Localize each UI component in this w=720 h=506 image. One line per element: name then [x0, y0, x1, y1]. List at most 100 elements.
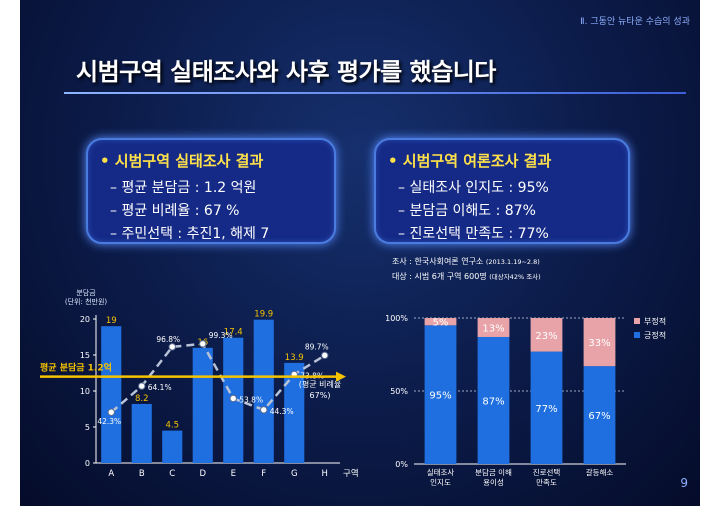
survey-period: (2013.1.19~2.8) — [485, 258, 540, 266]
bar-value-label: 13.9 — [285, 353, 304, 363]
y-axis-title: 분담금 — [76, 288, 96, 297]
ratio-line-label: 67%) — [310, 391, 331, 400]
opinion-poll-box: • 시범구역 여론조사 결과 – 실태조사 인지도 : 95% – 분담금 이해… — [374, 138, 630, 244]
negative-value-label: 33% — [588, 338, 610, 349]
legend-label: 긍정적 — [644, 330, 666, 340]
y-tick-label: 100% — [385, 314, 408, 323]
stacked-bar-positive — [583, 366, 616, 464]
avg-ratio-line: – 평균 비례율 : 67 % — [110, 203, 240, 219]
ratio-point-label: 53.8% — [239, 395, 263, 404]
x-tick-label: 실태조사 — [427, 467, 455, 477]
bar-F — [253, 319, 274, 463]
x-tick-label: B — [139, 469, 145, 479]
y-tick-label: 5 — [85, 423, 90, 432]
ratio-dashed-line — [110, 342, 326, 414]
stacked-bar-negative — [583, 318, 616, 367]
legend-swatch — [634, 332, 640, 338]
average-line-arrow — [336, 371, 346, 382]
survey-results-heading: • 시범구역 실태조사 결과 — [100, 152, 264, 170]
bar-C — [162, 430, 183, 463]
x-axis-title: 구역 — [343, 468, 359, 479]
slide: Ⅱ. 그동안 뉴타운 수습의 성과 시범구역 실태조사와 사후 평가를 했습니다… — [20, 0, 700, 506]
ratio-point — [260, 406, 268, 414]
bar-value-label: 19.9 — [254, 310, 273, 320]
x-tick-label: 만족도 — [536, 478, 557, 487]
avg-contribution-line: – 평균 분담금 : 1.2 억원 — [110, 180, 257, 196]
ratio-point — [321, 351, 329, 360]
bar-D — [192, 347, 213, 463]
ratio-point — [229, 394, 237, 403]
understanding-line: – 분담금 이해도 : 87% — [398, 203, 536, 219]
positive-value-label: 67% — [588, 411, 610, 422]
positive-value-label: 87% — [482, 396, 504, 407]
ratio-point — [199, 340, 207, 348]
bar-value-label: 19 — [106, 316, 117, 326]
negative-value-label: 23% — [535, 331, 557, 342]
bar-value-label: 8.2 — [135, 394, 149, 404]
survey-coverage: (대상자42% 조사) — [489, 273, 541, 281]
y-tick-label: 0 — [85, 459, 90, 468]
legend-label: 부정적 — [644, 316, 666, 326]
ratio-point-label: 64.1% — [148, 383, 172, 392]
y-axis-title: (단위: 천만원) — [65, 297, 108, 306]
y-tick-label: 15 — [80, 351, 90, 360]
bar-value-label: 17.4 — [224, 328, 243, 338]
stacked-bar-negative — [477, 318, 510, 337]
x-tick-label: 진로선택 — [533, 467, 561, 477]
y-tick-label: 50% — [390, 387, 408, 396]
x-tick-label: 갈등해소 — [586, 467, 614, 477]
bar-value-label: 4.5 — [165, 421, 179, 431]
y-tick-label: 0% — [395, 460, 408, 469]
stacked-bar-negative — [530, 318, 563, 352]
x-tick-label: 분담금 이해 — [475, 467, 512, 477]
bar-B — [131, 403, 152, 463]
x-tick-label: D — [199, 469, 206, 479]
contribution-chart: 분담금(단위: 천만원)0510152019A8.2B4.5C16D17.4E1… — [40, 288, 359, 479]
y-tick-label: 10 — [80, 387, 90, 396]
x-tick-label: C — [169, 469, 175, 479]
survey-source-text: 조사 : 한국사회여론 연구소 — [392, 257, 484, 266]
ratio-point-label: 89.7% — [305, 342, 329, 351]
positive-value-label: 95% — [429, 391, 451, 402]
stacked-bar-negative — [424, 318, 457, 326]
page-title: 시범구역 실태조사와 사후 평가를 했습니다 — [76, 58, 496, 86]
average-line-label: 평균 분담금 1.2억 — [40, 362, 112, 374]
resident-choice-line: – 주민선택 : 추진1, 해제 7 — [110, 226, 270, 242]
x-tick-label: F — [261, 469, 266, 479]
ratio-line-label: (평균 비례율 — [299, 379, 341, 389]
negative-value-label: 5% — [433, 318, 449, 329]
x-tick-label: A — [108, 469, 114, 479]
ratio-point-label: 99.3% — [209, 331, 233, 340]
survey-target: 대상 : 시범 6개 구역 600명 (대상자42% 조사) — [392, 271, 541, 282]
x-tick-label: H — [322, 469, 328, 479]
positive-value-label: 77% — [535, 404, 557, 415]
stacked-bar-positive — [530, 351, 563, 464]
survey-results-box: • 시범구역 실태조사 결과 – 평균 분담금 : 1.2 억원 – 평균 비례… — [86, 138, 336, 244]
x-tick-label: 인지도 — [430, 477, 451, 487]
survey-target-text: 대상 : 시범 6개 구역 600명 — [392, 272, 487, 281]
y-tick-label: 20 — [80, 315, 90, 324]
ratio-point-label: 42.3% — [97, 417, 121, 426]
page-number: 9 — [680, 476, 688, 490]
x-tick-label: 용이성 — [483, 477, 504, 487]
title-underline — [64, 92, 686, 94]
bar-A — [101, 326, 122, 463]
awareness-line: – 실태조사 인지도 : 95% — [398, 180, 549, 196]
stacked-bar-positive — [424, 325, 457, 464]
ratio-point — [107, 408, 115, 416]
ratio-point-label: 96.8% — [156, 335, 180, 344]
chapter-label: Ⅱ. 그동안 뉴타운 수습의 성과 — [580, 17, 690, 27]
bar-G — [284, 362, 305, 463]
ratio-point-label: 44.3% — [270, 407, 294, 416]
x-tick-label: E — [231, 469, 236, 479]
ratio-point — [138, 382, 146, 390]
satisfaction-line: – 진로선택 만족도 : 77% — [398, 226, 549, 242]
opinion-poll-heading: • 시범구역 여론조사 결과 — [388, 152, 552, 170]
negative-value-label: 13% — [482, 323, 504, 334]
x-tick-label: G — [291, 469, 298, 479]
survey-source: 조사 : 한국사회여론 연구소 (2013.1.19~2.8) — [392, 256, 540, 267]
ratio-point — [168, 343, 176, 351]
legend-swatch — [634, 318, 640, 324]
stacked-bar-positive — [477, 336, 510, 464]
